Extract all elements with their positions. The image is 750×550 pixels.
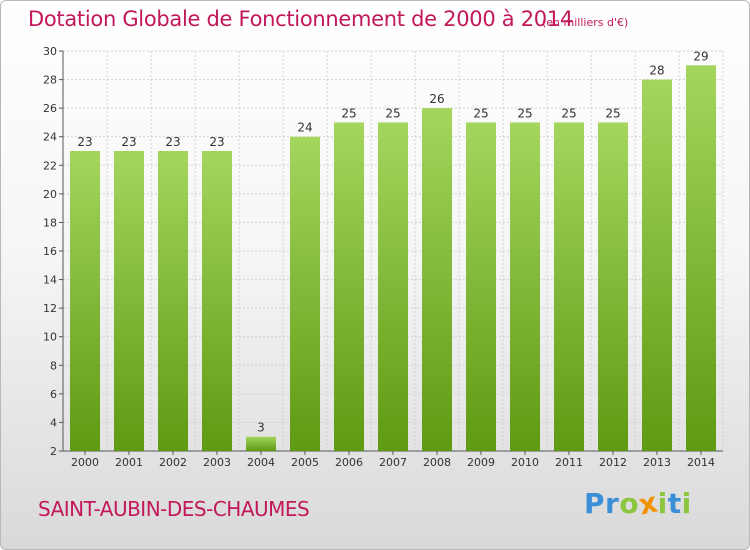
data-label: 24 xyxy=(297,121,312,135)
y-tick-label: 12 xyxy=(43,302,57,315)
x-tick-label: 2007 xyxy=(379,456,407,469)
data-label: 25 xyxy=(341,106,356,120)
y-tick-label: 22 xyxy=(43,159,57,172)
x-tick-label: 2008 xyxy=(423,456,451,469)
bar[interactable] xyxy=(70,151,100,451)
y-tick-label: 4 xyxy=(50,416,57,429)
x-tick-label: 2009 xyxy=(467,456,495,469)
y-tick-label: 28 xyxy=(43,74,57,87)
data-label: 25 xyxy=(473,106,488,120)
bar[interactable] xyxy=(554,122,584,451)
x-tick-label: 2004 xyxy=(247,456,275,469)
x-tick-label: 2006 xyxy=(335,456,363,469)
bar[interactable] xyxy=(466,122,496,451)
y-tick-label: 10 xyxy=(43,331,57,344)
place-name: SAINT-AUBIN-DES-CHAUMES xyxy=(38,497,310,521)
data-label: 29 xyxy=(693,49,708,63)
x-tick-label: 2002 xyxy=(159,456,187,469)
logo-letter: P xyxy=(584,487,606,520)
y-tick-label: 16 xyxy=(43,245,57,258)
bar-layer xyxy=(70,65,716,452)
bar[interactable] xyxy=(114,151,144,451)
data-label: 26 xyxy=(429,92,444,106)
y-tick-label: 18 xyxy=(43,216,57,229)
x-tick-label: 2003 xyxy=(203,456,231,469)
x-tick-label: 2005 xyxy=(291,456,319,469)
x-tick-label: 2001 xyxy=(115,456,143,469)
y-tick-label: 6 xyxy=(50,388,57,401)
chart-subtitle: (en milliers d'€) xyxy=(542,16,629,29)
x-tick-label: 2013 xyxy=(643,456,671,469)
logo-letter: i xyxy=(657,487,668,520)
y-tick-label: 14 xyxy=(43,274,57,287)
bar[interactable] xyxy=(642,79,672,452)
bar[interactable] xyxy=(334,122,364,451)
y-tick-label: 2 xyxy=(50,445,57,458)
y-tick-label: 30 xyxy=(43,45,57,58)
x-tick-label: 2011 xyxy=(555,456,583,469)
data-label: 25 xyxy=(605,106,620,120)
logo-letter: i xyxy=(681,487,692,520)
data-label: 3 xyxy=(257,421,265,435)
x-tick-label: 2010 xyxy=(511,456,539,469)
bar[interactable] xyxy=(290,136,320,451)
data-label: 23 xyxy=(209,135,224,149)
chart-title: Dotation Globale de Fonctionnement de 20… xyxy=(28,7,573,31)
y-tick-label: 8 xyxy=(50,359,57,372)
label-layer: 2468101214161820222426283023200023200123… xyxy=(43,45,715,469)
data-label: 23 xyxy=(121,135,136,149)
x-tick-label: 2012 xyxy=(599,456,627,469)
data-label: 23 xyxy=(77,135,92,149)
logo-letter: r xyxy=(605,487,620,520)
bar[interactable] xyxy=(158,151,188,451)
logo-letter: o xyxy=(619,487,640,520)
data-label: 25 xyxy=(517,106,532,120)
proxiti-logo[interactable]: Proxiti xyxy=(584,485,692,521)
bar[interactable] xyxy=(378,122,408,451)
bar[interactable] xyxy=(598,122,628,451)
bar[interactable] xyxy=(686,65,716,452)
logo-letter: t xyxy=(667,487,682,520)
bar[interactable] xyxy=(510,122,540,451)
data-label: 25 xyxy=(385,106,400,120)
x-tick-label: 2000 xyxy=(71,456,99,469)
bar[interactable] xyxy=(422,108,452,452)
data-label: 28 xyxy=(649,64,664,78)
bar[interactable] xyxy=(202,151,232,451)
bar[interactable] xyxy=(246,436,276,451)
data-label: 25 xyxy=(561,106,576,120)
y-tick-label: 26 xyxy=(43,102,57,115)
y-tick-label: 24 xyxy=(43,131,57,144)
data-label: 23 xyxy=(165,135,180,149)
y-tick-label: 20 xyxy=(43,188,57,201)
x-tick-label: 2014 xyxy=(687,456,715,469)
